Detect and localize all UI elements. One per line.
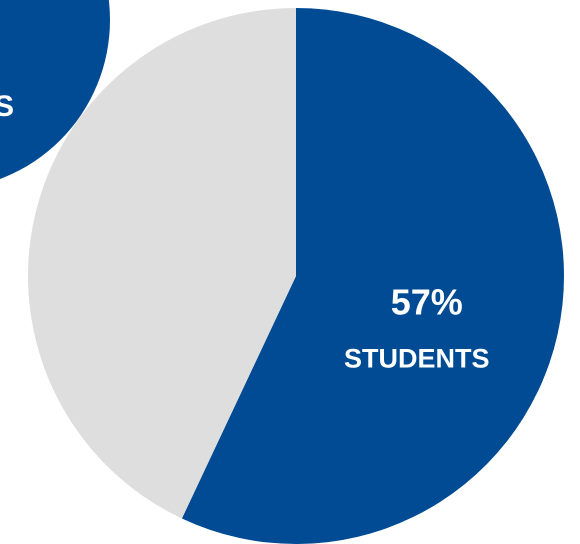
- value-label: 57%: [391, 282, 463, 323]
- pie-slice: [27, 8, 296, 519]
- category-label: STUDENTS: [344, 343, 490, 373]
- clipped-label: S: [0, 90, 14, 123]
- clipped-circle: [0, 0, 110, 180]
- pie-slice: [181, 8, 564, 544]
